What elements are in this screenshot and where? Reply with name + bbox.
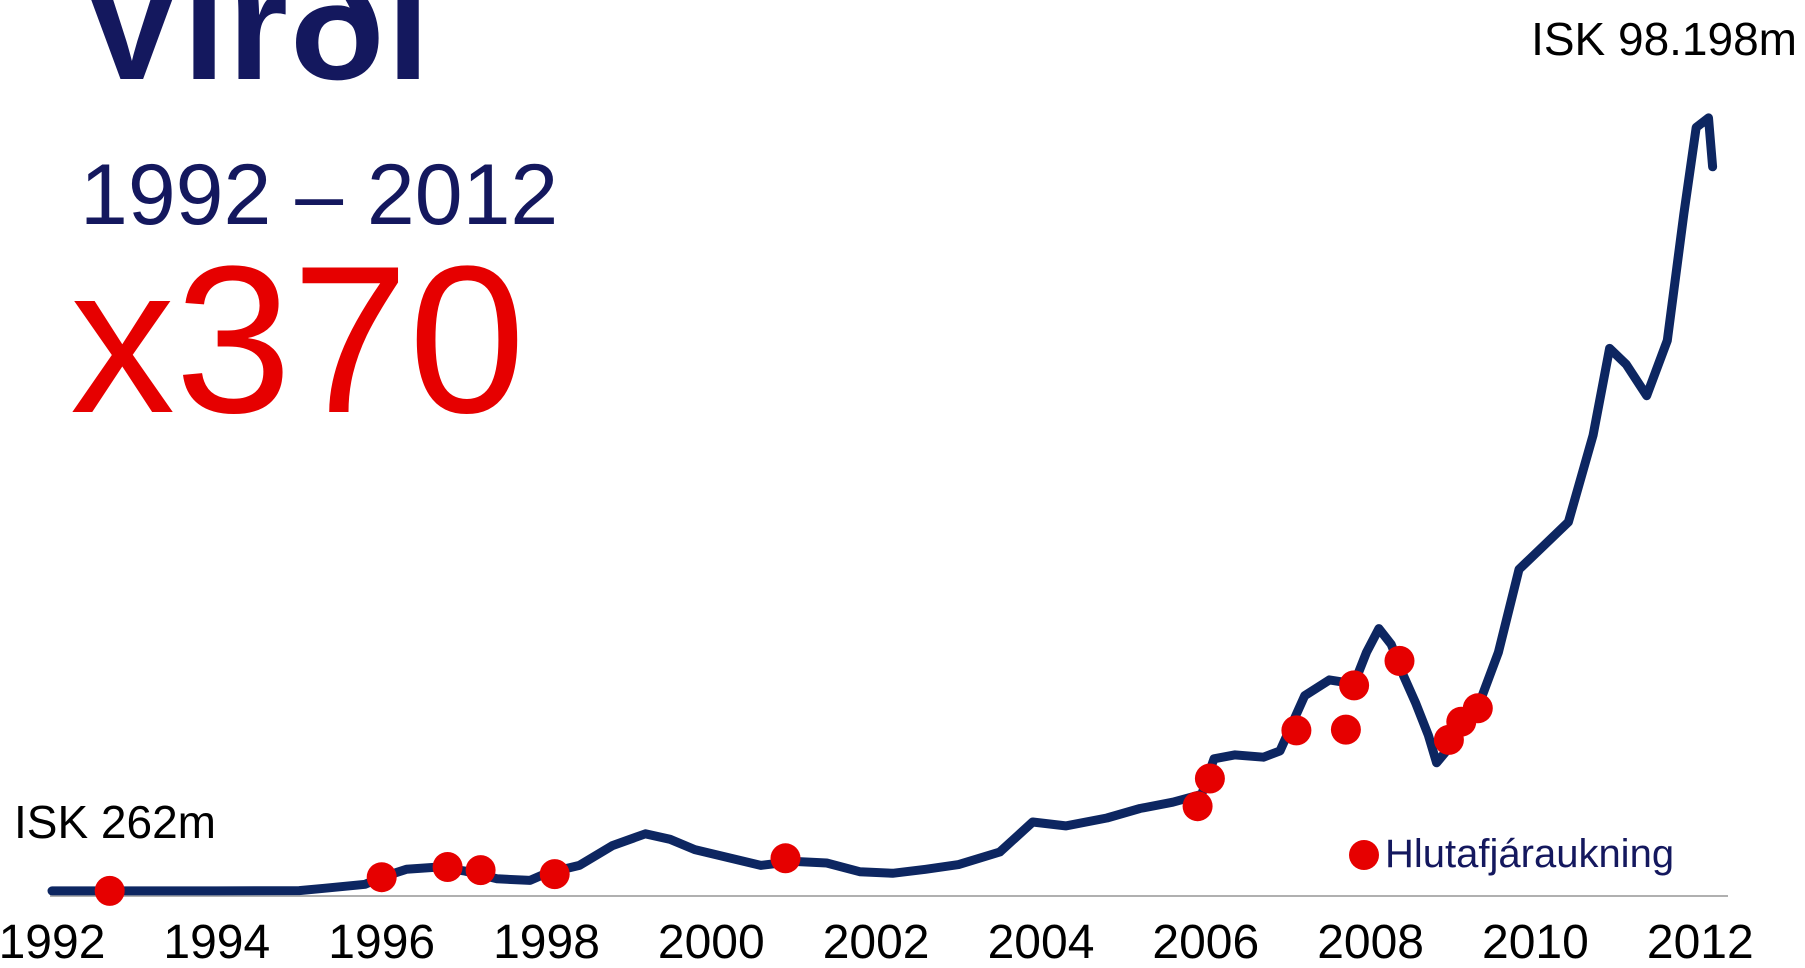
value-series-line [47,113,1718,896]
capital-increase-point-8 [1194,763,1225,794]
capital-increase-point-11 [1339,670,1370,701]
year-range: 1992 – 2012 [80,147,559,243]
x-tick-label-2010: 2010 [1482,916,1589,968]
end-value-label: ISK 98.198m [1531,13,1797,65]
capital-increase-point-6 [770,843,801,874]
x-tick-label-2004: 2004 [988,916,1095,968]
capital-increase-point-1 [94,875,125,906]
x-tick-label-2008: 2008 [1317,916,1424,968]
capital-increase-point-7 [1182,791,1213,822]
capital-increase-point-3 [432,852,463,882]
x-tick-label-2002: 2002 [823,916,930,968]
x-tick-label-2000: 2000 [658,916,765,968]
x-tick-label-1992: 1992 [0,916,105,968]
x-tick-label-1998: 1998 [493,916,600,968]
capital-increase-point-9 [1281,715,1312,746]
capital-increase-point-12 [1384,645,1415,676]
capital-increase-point-5 [539,859,570,890]
legend-label: Hlutafjáraukning [1385,832,1675,876]
growth-multiplier: x370 [70,222,526,457]
x-tick-label-2006: 2006 [1152,916,1259,968]
x-tick-label-1996: 1996 [328,916,435,968]
chart-title: Virði [80,0,432,112]
capital-increase-point-4 [465,855,496,886]
legend: Hlutafjáraukning [1349,832,1674,877]
legend-marker-icon [1349,839,1379,870]
start-value-label: ISK 262m [14,796,216,848]
x-tick-label-2012: 2012 [1647,916,1754,968]
capital-increase-point-15 [1462,693,1493,724]
capital-increase-point-2 [366,862,397,893]
x-tick-label-1994: 1994 [163,916,270,968]
capital-increase-point-10 [1330,714,1361,745]
